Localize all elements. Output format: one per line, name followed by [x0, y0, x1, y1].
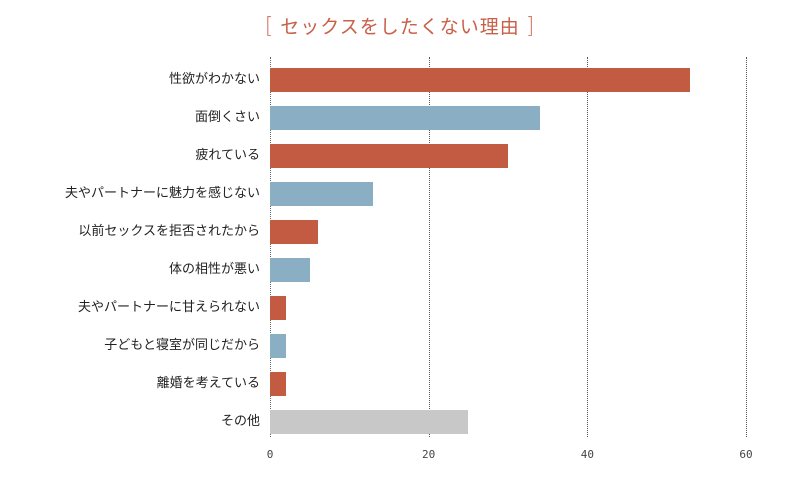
chart-title-text: セックスをしたくない理由 [280, 16, 520, 38]
category-label: 離婚を考えている [156, 376, 260, 391]
chart-title: [セックスをしたくない理由] [0, 12, 800, 39]
bar [270, 144, 508, 168]
gridline-40 [587, 57, 589, 437]
category-label: その他 [220, 414, 260, 429]
gridline-20 [428, 57, 430, 437]
category-label: 性欲がわかない [168, 72, 260, 87]
x-tick-label: 60 [739, 448, 753, 461]
x-tick-label: 40 [580, 448, 594, 461]
x-tick-label: 0 [266, 448, 274, 461]
title-bracket-left: [ [264, 14, 275, 39]
category-label: 面倒くさい [194, 110, 260, 125]
bar [270, 106, 540, 130]
category-label: 夫やパートナーに甘えられない [77, 300, 260, 315]
category-label: 夫やパートナーに魅力を感じない [64, 186, 260, 201]
category-label: 体の相性が悪い [168, 262, 260, 277]
bar [270, 182, 374, 206]
category-label: 疲れている [195, 148, 260, 163]
bar [270, 258, 310, 282]
bar [270, 296, 286, 320]
category-label: 以前セックスを拒否されたから [78, 224, 260, 239]
bar [270, 334, 286, 358]
title-bracket-right: ] [525, 14, 536, 39]
bar [270, 410, 469, 434]
bar [270, 68, 691, 92]
x-tick-label: 20 [422, 448, 436, 461]
gridline-60 [746, 57, 747, 437]
category-label: 子どもと寝室が同じだから [104, 338, 260, 353]
gridline-0 [270, 57, 271, 437]
bar [270, 372, 286, 396]
bar [270, 220, 318, 244]
